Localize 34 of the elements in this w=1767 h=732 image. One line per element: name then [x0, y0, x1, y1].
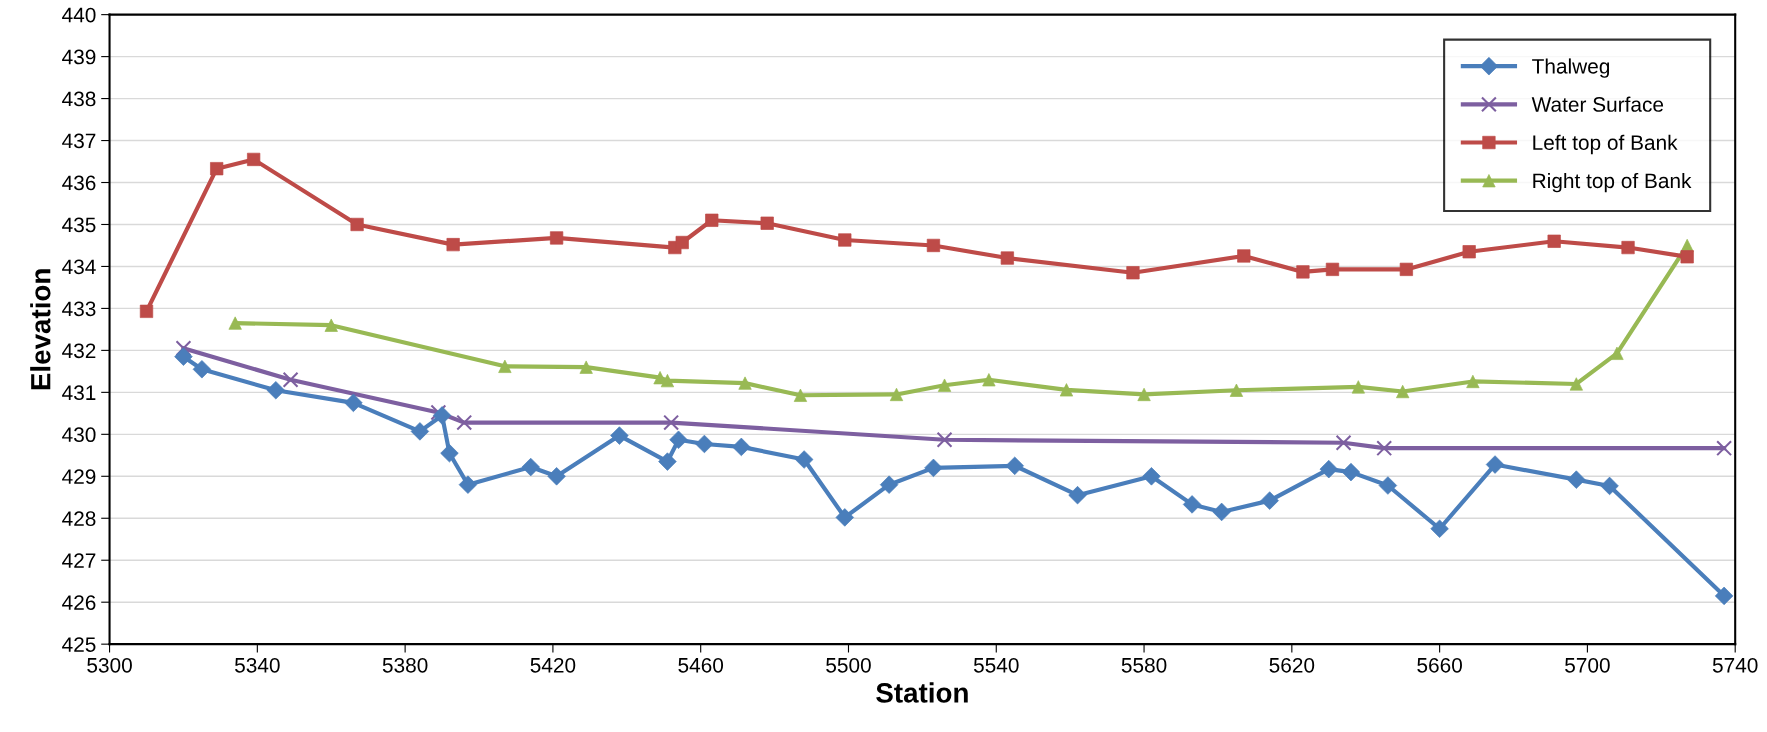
- y-tick-label: 426: [62, 595, 96, 610]
- y-tick-label: 435: [62, 217, 96, 233]
- y-tick-label: 432: [62, 343, 96, 359]
- x-tick-label: 5580: [1121, 657, 1167, 673]
- y-tick-label: 439: [62, 49, 96, 65]
- y-tick-label: 425: [62, 637, 96, 652]
- y-tick-label: 436: [62, 175, 96, 191]
- x-tick-label: 5740: [1712, 657, 1758, 673]
- y-tick-label: 440: [62, 7, 96, 23]
- y-tick-label: 429: [62, 469, 96, 485]
- y-tick-label: 428: [62, 511, 96, 527]
- y-tick-label: 438: [62, 91, 96, 107]
- x-tick-label: 5420: [530, 657, 576, 673]
- y-tick-label: 434: [62, 259, 96, 275]
- x-tick-label: 5460: [678, 657, 724, 673]
- x-tick-label: 5380: [382, 657, 428, 673]
- x-tick-label: 5340: [235, 657, 280, 673]
- y-tick-label: 427: [62, 553, 96, 568]
- legend-label: Left top of Bank: [1533, 134, 1678, 155]
- x-tick-label: 5660: [1417, 657, 1462, 673]
- x-tick-label: 5700: [1565, 657, 1610, 673]
- y-tick-label: 433: [62, 301, 96, 317]
- x-tick-label: 5620: [1269, 657, 1315, 673]
- legend-label: Water Surface: [1531, 96, 1664, 112]
- y-axis-title: Elevation: [30, 269, 51, 390]
- y-tick-label: 430: [62, 427, 96, 443]
- y-tick-label: 437: [62, 133, 96, 149]
- y-tick-label: 431: [62, 385, 96, 401]
- legend-label: Thalweg: [1532, 58, 1610, 78]
- x-axis-title: Station: [876, 682, 968, 703]
- x-tick-label: 5500: [826, 657, 871, 673]
- legend-label: Right top of Bank: [1533, 172, 1692, 193]
- x-tick-label: 5300: [87, 657, 132, 673]
- x-tick-label: 5540: [973, 657, 1019, 673]
